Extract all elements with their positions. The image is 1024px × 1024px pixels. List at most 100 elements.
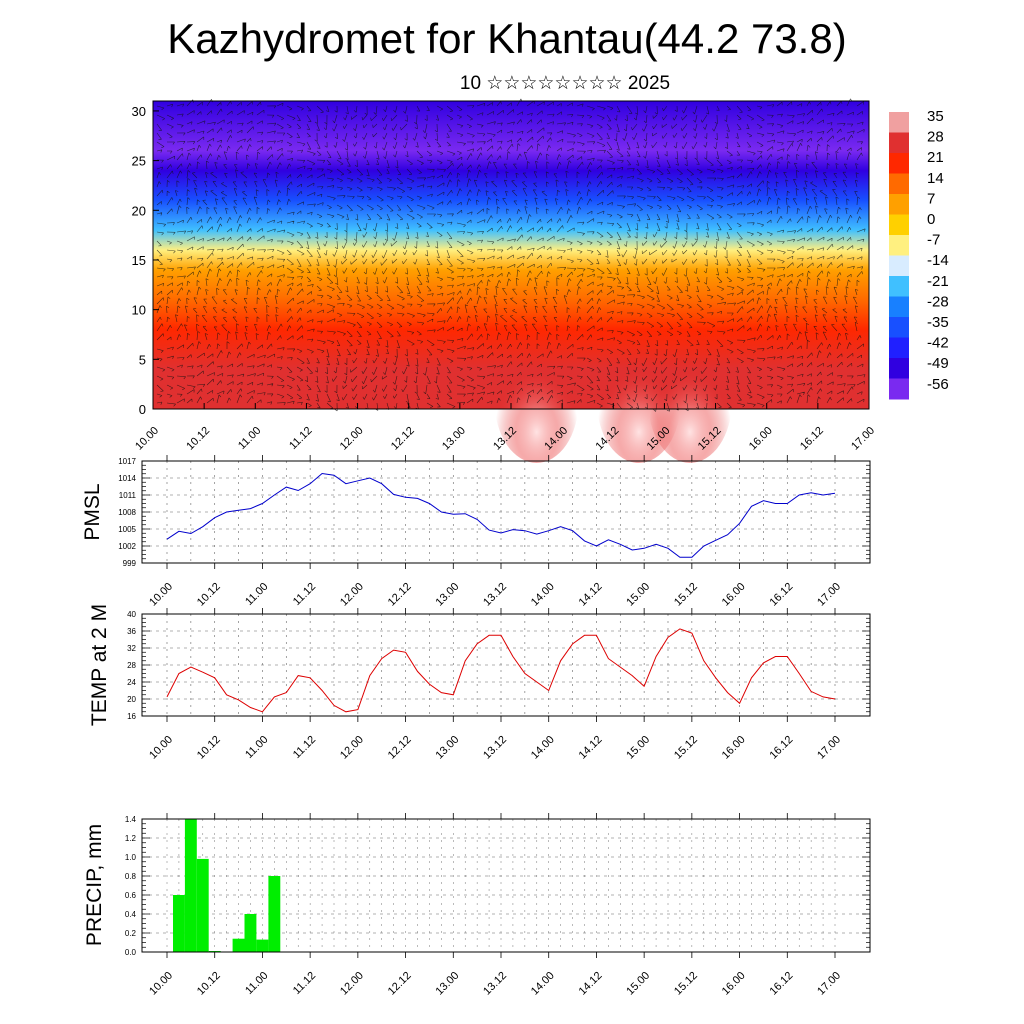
x-tick-label: 15.12 [672, 581, 700, 609]
x-tick-label: 15.12 [672, 734, 700, 762]
temp-grid [142, 613, 870, 717]
warm-spot [494, 339, 579, 463]
x-tick-label: 13.12 [481, 970, 509, 998]
colorbar-labels: 35 28 21 14 7 0 -7 -14 -21 -28 -35 -42 -49 -56 [927, 108, 949, 393]
x-tick-label: 11.12 [291, 734, 318, 761]
wind-barb-paths [156, 98, 866, 412]
x-tick-label: 13.00 [433, 581, 461, 609]
x-tick-label: 16.00 [720, 734, 748, 762]
colorbar-label: -49 [927, 355, 949, 372]
y-tick-label: 0.2 [125, 929, 137, 938]
heatmap-x-tick-label: 10.00 [133, 425, 161, 453]
x-tick-label: 11.12 [291, 970, 318, 997]
wind-barbs [156, 98, 866, 412]
x-tick-label: 15.00 [624, 581, 652, 609]
y-tick-label: 28 [127, 661, 136, 670]
y-tick-label: 0.8 [125, 872, 137, 881]
y-tick-label: 0.6 [125, 891, 137, 900]
x-tick-label: 15.00 [624, 734, 652, 762]
y-tick-label: 32 [127, 644, 136, 653]
x-tick-label: 10.12 [195, 734, 223, 762]
heatmap-x-tick-label: 17.00 [849, 425, 877, 453]
colorbar-label: 0 [927, 211, 935, 228]
x-tick-label: 14.12 [577, 734, 605, 762]
y-tick-label: 1008 [118, 508, 136, 517]
x-tick-label: 13.00 [433, 970, 461, 998]
precip-bar [173, 895, 185, 952]
precip-axis-label: PRECIP, mm [83, 824, 106, 946]
x-tick-label: 11.00 [243, 734, 270, 761]
colorbar-swatch [889, 173, 909, 195]
x-tick-label: 10.12 [195, 970, 223, 998]
y-tick-label: 36 [127, 627, 136, 636]
y-tick-label: 40 [127, 610, 136, 619]
x-tick-label: 13.12 [481, 734, 509, 762]
y-tick-label: 1.4 [125, 815, 137, 824]
colorbar-swatch [889, 255, 909, 277]
heatmap-x-tick-label: 10.12 [184, 425, 212, 453]
x-tick-label: 14.12 [577, 581, 605, 609]
heatmap-y-axis: 0 5 10 15 20 25 30 [132, 104, 159, 417]
colorbar-label: 35 [927, 108, 944, 125]
warm-spot [648, 339, 732, 463]
x-tick-label: 16.00 [720, 581, 748, 609]
x-tick-label: 11.00 [243, 581, 270, 608]
pmsl-panel: 999 1002 1005 1008 1011 1014 1017 10.00 10.12 11… [81, 455, 871, 609]
temp-axis-label: TEMP at 2 M [88, 604, 111, 726]
colorbar-swatch [889, 296, 909, 318]
colorbar-swatch [889, 194, 909, 215]
heatmap-x-tick-label: 16.12 [798, 425, 826, 453]
precip-bar [256, 939, 269, 952]
y-tick-label: 1.2 [125, 834, 137, 843]
x-tick-label: 10.00 [147, 970, 175, 998]
colorbar-swatch [889, 317, 909, 338]
y-tick-label: 1011 [119, 491, 137, 500]
x-tick-label: 16.12 [767, 970, 795, 998]
x-tick-label: 17.00 [815, 970, 843, 998]
colorbar-label: 28 [927, 129, 944, 146]
heatmap-y-tick-label: 25 [132, 154, 146, 169]
page-title: Kazhydromet for Khantau(44.2 73.8) [167, 15, 847, 62]
colorbar-swatch [889, 358, 909, 379]
x-tick-label: 15.00 [624, 970, 652, 998]
colorbar-swatch [889, 337, 909, 359]
heatmap-x-tick-label: 12.12 [389, 425, 417, 453]
y-tick-label: 1.0 [125, 853, 137, 862]
x-tick-label: 15.12 [672, 970, 700, 998]
heatmap-y-tick-label: 5 [139, 352, 146, 367]
y-tick-label: 20 [127, 695, 136, 704]
colorbar-swatch [889, 132, 909, 154]
precip-bar [268, 876, 281, 952]
x-tick-label: 16.00 [720, 970, 748, 998]
colorbar-swatch [889, 153, 909, 174]
x-tick-label: 12.12 [386, 581, 414, 609]
x-tick-label: 14.00 [529, 734, 557, 762]
precip-x-axis: 10.00 10.12 11.00 11.12 12.00 12.12 13.00 13.12… [147, 813, 843, 998]
x-tick-label: 11.12 [291, 581, 318, 608]
x-tick-label: 13.12 [481, 581, 509, 609]
y-tick-label: 24 [127, 678, 136, 687]
pmsl-y-axis: 999 1002 1005 1008 1011 1014 1017 [118, 457, 870, 568]
x-tick-label: 12.12 [386, 734, 414, 762]
precip-bar [244, 914, 257, 952]
x-tick-label: 14.00 [529, 970, 557, 998]
colorbar-label: 21 [927, 149, 944, 166]
colorbar-swatch [889, 214, 909, 236]
x-tick-label: 14.12 [577, 970, 605, 998]
precip-bar [184, 819, 197, 952]
colorbar-label: 14 [927, 170, 944, 187]
heatmap-y-tick-label: 10 [132, 303, 146, 318]
x-tick-label: 14.00 [529, 581, 557, 609]
y-tick-label: 1005 [118, 525, 136, 534]
x-tick-label: 13.00 [433, 734, 461, 762]
page-subtitle: 10 ☆☆☆☆☆☆☆☆ 2025 [459, 73, 671, 94]
temp-y-axis: 16 20 24 28 32 36 40 [127, 610, 870, 721]
heatmap-y-tick-label: 30 [132, 104, 146, 119]
precip-bar [196, 858, 209, 952]
precip-panel: 0.0 0.2 0.4 0.6 0.8 1.0 1.2 1.4 10.00 10.12 11.00… [83, 813, 871, 998]
colorbar-label: -42 [927, 335, 949, 352]
x-tick-label: 12.00 [338, 581, 366, 609]
pmsl-series-line [166, 472, 836, 558]
x-tick-label: 16.12 [767, 581, 795, 609]
